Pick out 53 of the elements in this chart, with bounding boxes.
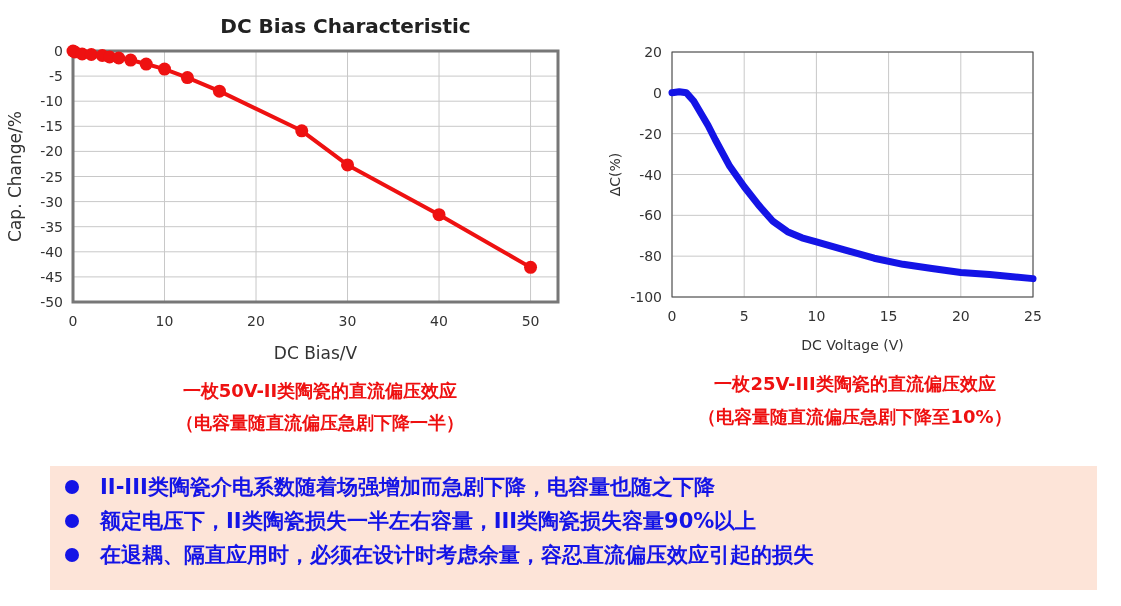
y-axis-title: Cap. Change/%	[5, 111, 25, 242]
y-tick-label: -15	[40, 118, 63, 135]
y-tick-label: -20	[40, 143, 63, 160]
y-tick-label: -35	[40, 218, 63, 235]
y-tick-label: 0	[54, 43, 63, 59]
text: （电容量随直流偏压急剧下降至10%）	[698, 406, 1012, 427]
text: （电容量随直流偏压急剧下降一半）	[176, 412, 464, 433]
x-tick-label: 0	[667, 308, 677, 324]
x-tick-label: 20	[951, 308, 970, 324]
point	[112, 51, 126, 65]
y-tick-label: 20	[644, 44, 662, 60]
x-tick-label: 20	[247, 313, 265, 329]
point	[139, 57, 153, 71]
point	[84, 48, 98, 62]
y-tick-label: -80	[639, 248, 662, 265]
text: 额定电压下，II类陶瓷损失一半左右容量，III类陶瓷损失容量90%以上	[99, 509, 757, 533]
chart-title: DC Bias Characteristic	[220, 14, 471, 38]
x-tick-label: 10	[155, 313, 174, 329]
y-tick-label: -100	[630, 289, 662, 305]
y-tick-label: -60	[639, 207, 662, 224]
y-tick-label: -5	[49, 68, 63, 85]
text: 一枚25V-III类陶瓷的直流偏压效应	[714, 373, 996, 394]
x-tick-label: 50	[521, 313, 540, 329]
x-axis-title: DC Bias/V	[273, 343, 358, 363]
point	[524, 260, 538, 274]
x-tick-label: 25	[1024, 308, 1042, 324]
y-tick-label: -20	[639, 125, 662, 142]
y-tick-label: -50	[40, 294, 63, 310]
text: II-III类陶瓷介电系数随着场强增加而急剧下降，电容量也随之下降	[100, 475, 716, 499]
point	[124, 53, 138, 67]
point	[158, 62, 172, 76]
point	[341, 158, 355, 172]
text: 在退耦、隔直应用时，必须在设计时考虑余量，容忍直流偏压效应引起的损失	[99, 543, 814, 567]
point	[432, 208, 446, 222]
x-tick-label: 30	[338, 313, 357, 329]
point	[212, 84, 226, 98]
x-tick-label: 10	[807, 308, 826, 324]
y-tick-label: 0	[653, 84, 662, 101]
x-tick-label: 0	[68, 313, 78, 329]
y-tick-label: -25	[40, 168, 63, 185]
x-tick-label: 15	[879, 308, 898, 324]
point	[295, 124, 309, 138]
y-tick-label: -10	[40, 93, 63, 110]
point	[180, 71, 194, 85]
x-axis-title: DC Voltage (V)	[801, 337, 904, 353]
y-tick-label: -40	[639, 166, 662, 183]
y-axis-title: ΔC(%)	[607, 152, 623, 197]
x-tick-label: 40	[430, 313, 448, 329]
text: 一枚50V-II类陶瓷的直流偏压效应	[182, 380, 458, 401]
y-tick-label: -40	[40, 243, 63, 260]
y-tick-label: -30	[40, 193, 63, 210]
y-tick-label: -45	[40, 268, 63, 285]
x-tick-label: 5	[739, 308, 749, 324]
